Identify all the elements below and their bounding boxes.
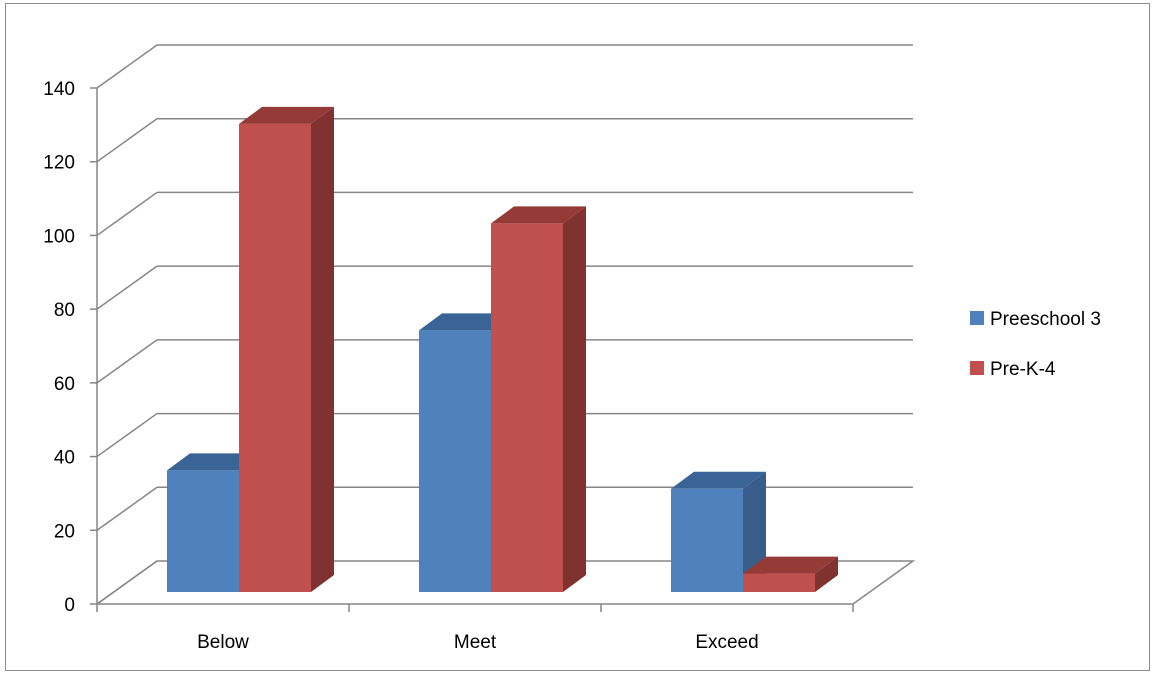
y-tick-label: 120	[43, 153, 75, 174]
bar-front-face	[167, 470, 239, 592]
x-tick-label: Exceed	[695, 632, 758, 653]
bar-side-face	[311, 106, 334, 593]
y-tick-label: 40	[54, 448, 75, 469]
gridline-diagonal	[96, 118, 158, 163]
legend-swatch	[970, 311, 984, 325]
gridline-diagonal	[96, 265, 158, 310]
bar-top-face	[239, 106, 334, 124]
legend-item: Preeschool 3	[970, 309, 1101, 330]
bar-top-face	[167, 453, 262, 471]
bar-front-face	[743, 573, 815, 592]
x-axis-tick-labels: Below Meet Exceed	[197, 632, 759, 653]
bar	[491, 206, 586, 592]
bar-front-face	[419, 330, 491, 592]
gridline-diagonal	[96, 560, 158, 605]
legend-label: Preeschool 3	[990, 309, 1101, 330]
bar-front-face	[671, 488, 743, 592]
x-tick-label: Meet	[454, 632, 497, 653]
y-tick-label: 20	[54, 521, 75, 542]
bar-top-face	[491, 206, 586, 224]
bar-front-face	[239, 123, 311, 593]
bar-top-face	[743, 556, 838, 574]
bar	[743, 556, 838, 592]
legend-label: Pre-K-4	[990, 359, 1056, 380]
bar-side-face	[815, 556, 838, 592]
legend: Preeschool 3 Pre-K-4	[970, 309, 1101, 380]
axes	[90, 87, 854, 612]
y-tick-label: 140	[43, 79, 75, 100]
gridline-diagonal	[96, 44, 158, 89]
y-tick-label: 80	[54, 300, 75, 321]
bar-front-face	[491, 223, 563, 592]
x-tick-label: Below	[197, 632, 249, 653]
bars	[167, 106, 838, 593]
bar-side-face	[563, 206, 586, 592]
gridline-diagonal	[96, 486, 158, 531]
y-axis-tick-labels: 0 20 40 60 80 100 120 140	[43, 79, 75, 616]
bar-top-face	[419, 313, 514, 331]
gridline-diagonal	[96, 412, 158, 458]
y-tick-label: 100	[43, 226, 75, 247]
gridline-diagonal	[96, 191, 158, 237]
y-tick-label: 0	[64, 595, 75, 616]
bar-top-face	[671, 471, 766, 489]
bar	[671, 471, 766, 592]
bar	[239, 106, 334, 593]
legend-item: Pre-K-4	[970, 359, 1056, 380]
y-tick-label: 60	[54, 374, 75, 395]
gridline-diagonal	[96, 339, 158, 384]
legend-swatch	[970, 361, 984, 375]
